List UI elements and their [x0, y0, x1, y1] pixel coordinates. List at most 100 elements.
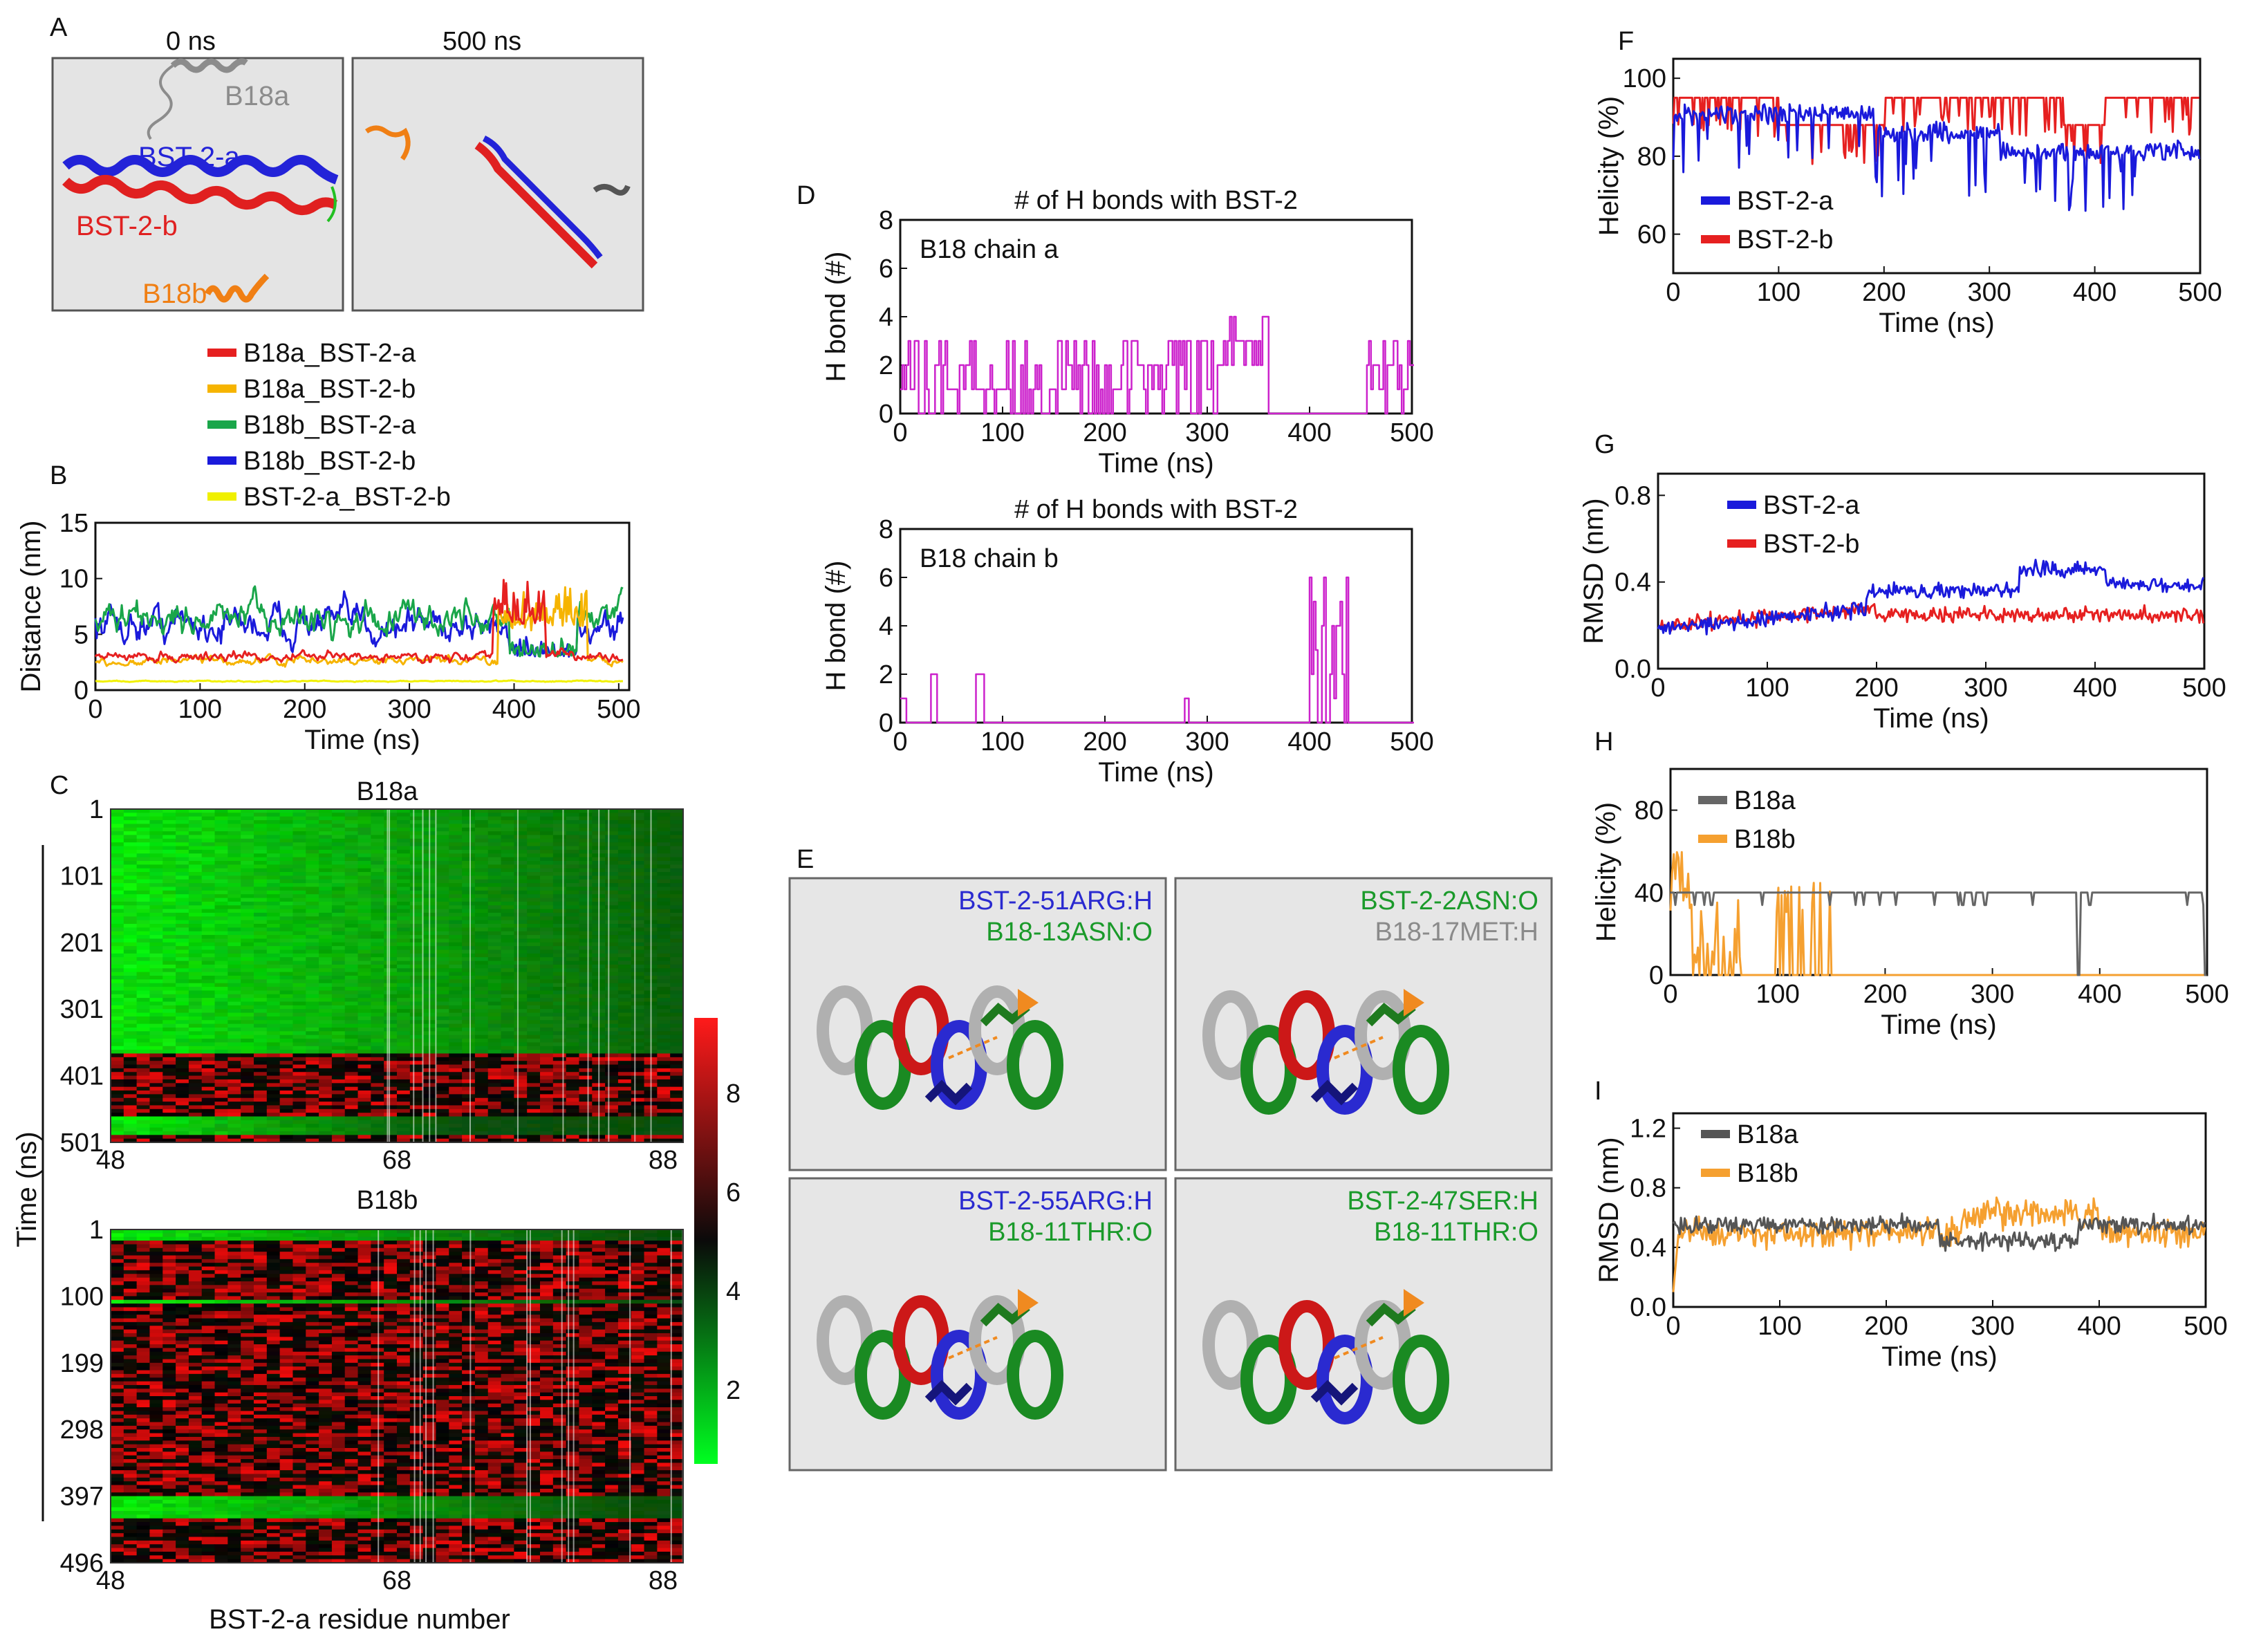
heatmap-cell: [410, 1233, 423, 1237]
heatmap-cell: [137, 857, 150, 862]
heatmap-cell: [410, 1072, 423, 1076]
heatmap-cell: [540, 842, 553, 846]
heatmap-cell: [462, 1035, 475, 1039]
heatmap-cell: [397, 1292, 410, 1297]
heatmap-cell: [410, 1263, 423, 1267]
heatmap-cell: [292, 1028, 306, 1032]
heatmap-cell: [280, 880, 293, 884]
heatmap-cell: [124, 1102, 137, 1106]
heatmap-cell: [241, 1039, 254, 1043]
heatmap-cell: [189, 1053, 202, 1057]
heatmap-cell: [306, 1113, 319, 1117]
heatmap-cell: [618, 883, 631, 887]
heatmap-cell: [345, 875, 358, 880]
heatmap-cell: [202, 820, 215, 824]
heatmap-cell: [345, 1270, 358, 1274]
heatmap-cell: [306, 853, 319, 857]
heatmap-cell: [202, 902, 215, 906]
heatmap-cell: [384, 1009, 397, 1013]
heatmap-cell: [149, 965, 162, 969]
heatmap-cell: [241, 913, 254, 917]
heatmap-cell: [345, 957, 358, 961]
heatmap-cell: [501, 965, 514, 969]
heatmap-cell: [149, 902, 162, 906]
heatmap-cell: [332, 828, 345, 832]
heatmap-cell: [267, 976, 280, 980]
heatmap-cell: [670, 864, 683, 869]
heatmap-cell: [501, 1267, 514, 1271]
heatmap-cell: [176, 824, 189, 828]
heatmap-cell: [514, 1128, 527, 1132]
heatmap-cell: [292, 976, 306, 980]
heatmap-cell: [605, 1013, 618, 1017]
heatmap-cell: [319, 1079, 332, 1084]
heatmap-cell: [137, 1039, 150, 1043]
heatmap-cell: [227, 1274, 241, 1278]
heatmap-cell: [176, 916, 189, 920]
heatmap-cell: [618, 891, 631, 895]
heatmap-cell: [358, 905, 371, 909]
heatmap-cell: [553, 824, 566, 828]
heatmap-cell: [319, 880, 332, 884]
heatmap-cell: [306, 831, 319, 835]
heatmap-cell: [670, 979, 683, 983]
heatmap-cell: [436, 1135, 449, 1139]
y-tick-label: 40: [1635, 879, 1664, 908]
heatmap-cell: [149, 1020, 162, 1024]
heatmap-cell: [410, 1087, 423, 1091]
heatmap-cell: [566, 913, 579, 917]
heatmap-cell: [332, 1117, 345, 1121]
heatmap-cell: [215, 943, 228, 947]
heatmap-cell: [553, 1094, 566, 1098]
heatmap-cell: [149, 1109, 162, 1113]
heatmap-cell: [449, 1113, 462, 1117]
heatmap-cell: [436, 961, 449, 965]
heatmap-cell: [384, 909, 397, 913]
heatmap-cell: [436, 987, 449, 991]
heatmap-cell: [475, 817, 488, 821]
heatmap-cell: [527, 946, 540, 950]
heatmap-cell: [319, 909, 332, 913]
heatmap-cell: [449, 1124, 462, 1128]
heatmap-cell: [475, 842, 488, 846]
heatmap-cell: [202, 968, 215, 972]
heatmap-cell: [111, 1039, 124, 1043]
heatmap-cell: [137, 1083, 150, 1087]
heatmap-cell: [162, 1094, 176, 1098]
heatmap-cell: [657, 1131, 670, 1135]
heatmap-cell: [202, 1013, 215, 1017]
heatmap-cell: [579, 1102, 592, 1106]
heatmap-cell: [501, 883, 514, 887]
heatmap-cell: [292, 872, 306, 876]
heatmap-cell: [124, 1241, 137, 1245]
heatmap-cell: [449, 905, 462, 909]
heatmap-cell: [436, 1046, 449, 1050]
heatmap-cell: [618, 902, 631, 906]
heatmap-cell: [540, 872, 553, 876]
heatmap-cell: [254, 1031, 267, 1035]
heatmap-cell: [306, 850, 319, 854]
heatmap-cell: [670, 1020, 683, 1024]
heatmap-cell: [111, 1131, 124, 1135]
x-tick-label: 500: [1390, 727, 1433, 757]
heatmap-cell: [292, 1050, 306, 1054]
heatmap-cell: [384, 1013, 397, 1017]
heatmap-cell: [215, 887, 228, 891]
heatmap-cell: [644, 1270, 658, 1274]
heatmap-cell: [605, 842, 618, 846]
heatmap-cell: [162, 965, 176, 969]
heatmap-cell: [397, 835, 410, 839]
heatmap-cell: [397, 850, 410, 854]
heatmap-cell: [436, 950, 449, 954]
heatmap-cell: [436, 820, 449, 824]
heatmap-cell: [579, 850, 592, 854]
heatmap-cell: [124, 946, 137, 950]
heatmap-cell: [319, 931, 332, 936]
heatmap-cell: [267, 983, 280, 987]
heatmap-cell: [475, 1017, 488, 1021]
heatmap-cell: [605, 1046, 618, 1050]
heatmap-cell: [462, 880, 475, 884]
heatmap-cell: [475, 965, 488, 969]
heatmap-cell: [254, 1131, 267, 1135]
heatmap-cell: [137, 839, 150, 843]
